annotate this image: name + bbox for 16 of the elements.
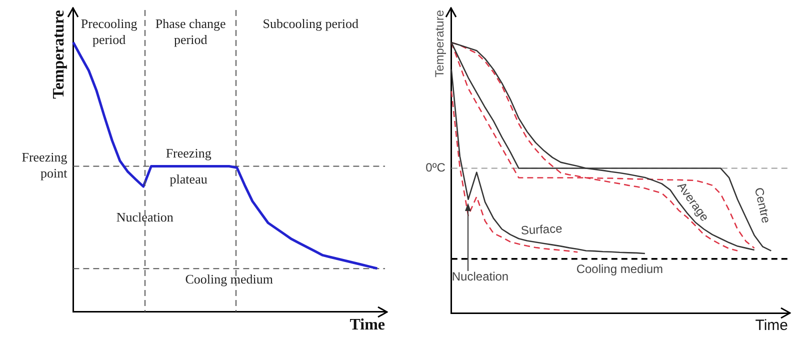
x-axis-title: Time (350, 316, 385, 334)
annotation: Nucleation (116, 209, 174, 224)
y-axis-title: Temperature (50, 10, 68, 99)
ref-line-label: Cooling medium (185, 272, 273, 287)
series-label: Surface (520, 221, 563, 238)
ref-line-label: Cooling medium (576, 262, 664, 276)
ref-line-label: 0ºC (426, 160, 446, 175)
text: Subcooling period (262, 16, 359, 31)
ref-line-label: Freezing point (22, 150, 68, 181)
annotation: Nucleation (452, 270, 509, 284)
text: Centre (752, 186, 774, 225)
annotation: Precooling period (80, 16, 138, 47)
annotation: Freezing plateau (166, 146, 212, 187)
annotation: Phase change period (155, 16, 226, 47)
x-axis-title: Time (755, 317, 788, 334)
y-axis-title: Temperature (432, 10, 447, 78)
